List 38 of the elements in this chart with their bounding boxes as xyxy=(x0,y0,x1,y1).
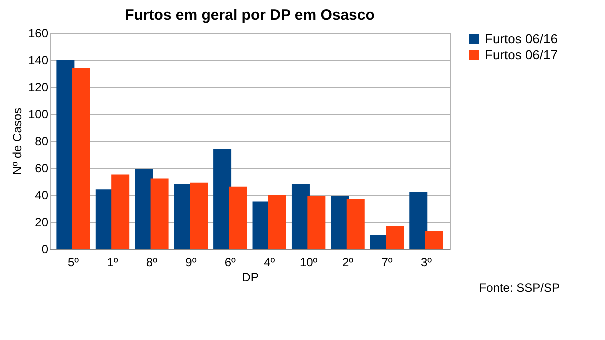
y-tick-label: 100 xyxy=(28,108,49,122)
y-tick-label: 120 xyxy=(28,80,49,94)
bar xyxy=(135,169,154,249)
x-tick-label: 2º xyxy=(342,256,354,270)
bar xyxy=(425,231,444,249)
bar xyxy=(112,174,130,249)
legend-label: Furtos 06/17 xyxy=(485,48,558,62)
x-tick-label: 6º xyxy=(224,256,237,270)
y-tick-label: 40 xyxy=(35,188,49,202)
source-note: Fonte: SSP/SP xyxy=(479,281,560,295)
x-tick-label: 4º xyxy=(264,256,276,270)
bar xyxy=(410,192,428,249)
y-tick-label: 140 xyxy=(28,54,49,68)
y-tick-label: 0 xyxy=(42,242,49,256)
x-tick-label: 9º xyxy=(186,256,198,270)
y-axis-title: Nº de Casos xyxy=(10,108,24,176)
bar xyxy=(308,196,326,249)
y-tick-label: 60 xyxy=(35,162,49,176)
bar xyxy=(214,149,232,249)
y-tick-label: 80 xyxy=(35,134,49,148)
x-tick-label: 7º xyxy=(382,256,394,270)
bar xyxy=(346,199,365,249)
bar xyxy=(190,182,208,249)
bar xyxy=(268,195,286,249)
x-tick-label: 5º xyxy=(68,256,80,270)
chart-title: Furtos em geral por DP em Osasco xyxy=(125,7,375,24)
x-tick-label: 3º xyxy=(420,256,433,270)
bar xyxy=(386,226,404,249)
x-tick-label: 10º xyxy=(300,256,318,270)
bar xyxy=(72,68,90,249)
bar xyxy=(229,186,248,249)
y-tick-label: 20 xyxy=(35,216,49,230)
y-tick-label: 160 xyxy=(28,26,49,40)
x-tick-label: 1º xyxy=(107,256,119,270)
x-tick-label: 8º xyxy=(146,256,158,270)
bar xyxy=(150,178,169,249)
x-axis-title: DP xyxy=(242,270,259,284)
legend-label: Furtos 06/16 xyxy=(485,32,558,46)
